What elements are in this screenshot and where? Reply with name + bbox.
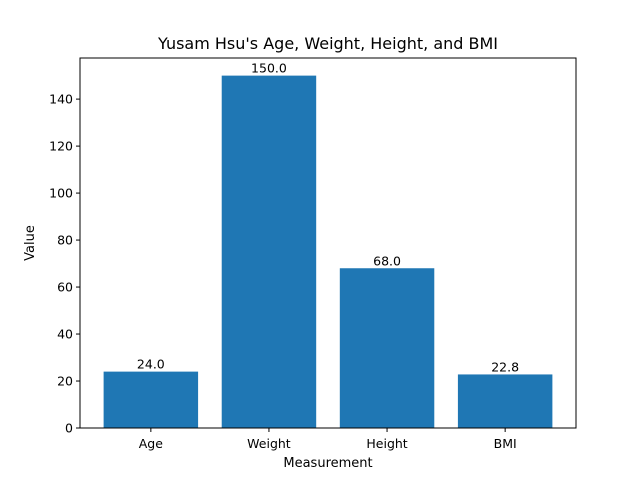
y-tick-label-40: 40 — [57, 327, 73, 342]
y-tick-label-0: 0 — [65, 421, 73, 436]
y-tick-label-60: 60 — [57, 280, 73, 295]
bar-value-label-weight: 150.0 — [251, 61, 287, 76]
x-tick-label-bmi: BMI — [494, 436, 517, 451]
y-tick-label-140: 140 — [49, 92, 73, 107]
plot-area: 24.0 Age 150.0 Weight 68.0 Height 22.8 BMI 0 20 40… — [49, 61, 553, 451]
x-tick-label-weight: Weight — [247, 436, 291, 451]
y-tick-label-120: 120 — [49, 139, 73, 154]
x-tick-label-height: Height — [366, 436, 407, 451]
y-axis-label: Value — [23, 225, 38, 261]
bar-age — [103, 371, 199, 428]
bar-weight — [221, 75, 317, 429]
bar-value-label-height: 68.0 — [373, 253, 401, 268]
bar-bmi — [457, 374, 553, 428]
bar-value-label-age: 24.0 — [137, 357, 165, 372]
y-tick-label-20: 20 — [57, 374, 73, 389]
bar-height — [339, 268, 435, 428]
y-tick-label-100: 100 — [49, 186, 73, 201]
chart-title: Yusam Hsu's Age, Weight, Height, and BMI — [157, 34, 498, 53]
x-tick-label-age: Age — [139, 436, 163, 451]
y-tick-label-80: 80 — [57, 233, 73, 248]
x-axis-label: Measurement — [283, 456, 372, 471]
plot-frame — [79, 57, 577, 429]
bar-value-label-bmi: 22.8 — [491, 359, 519, 374]
